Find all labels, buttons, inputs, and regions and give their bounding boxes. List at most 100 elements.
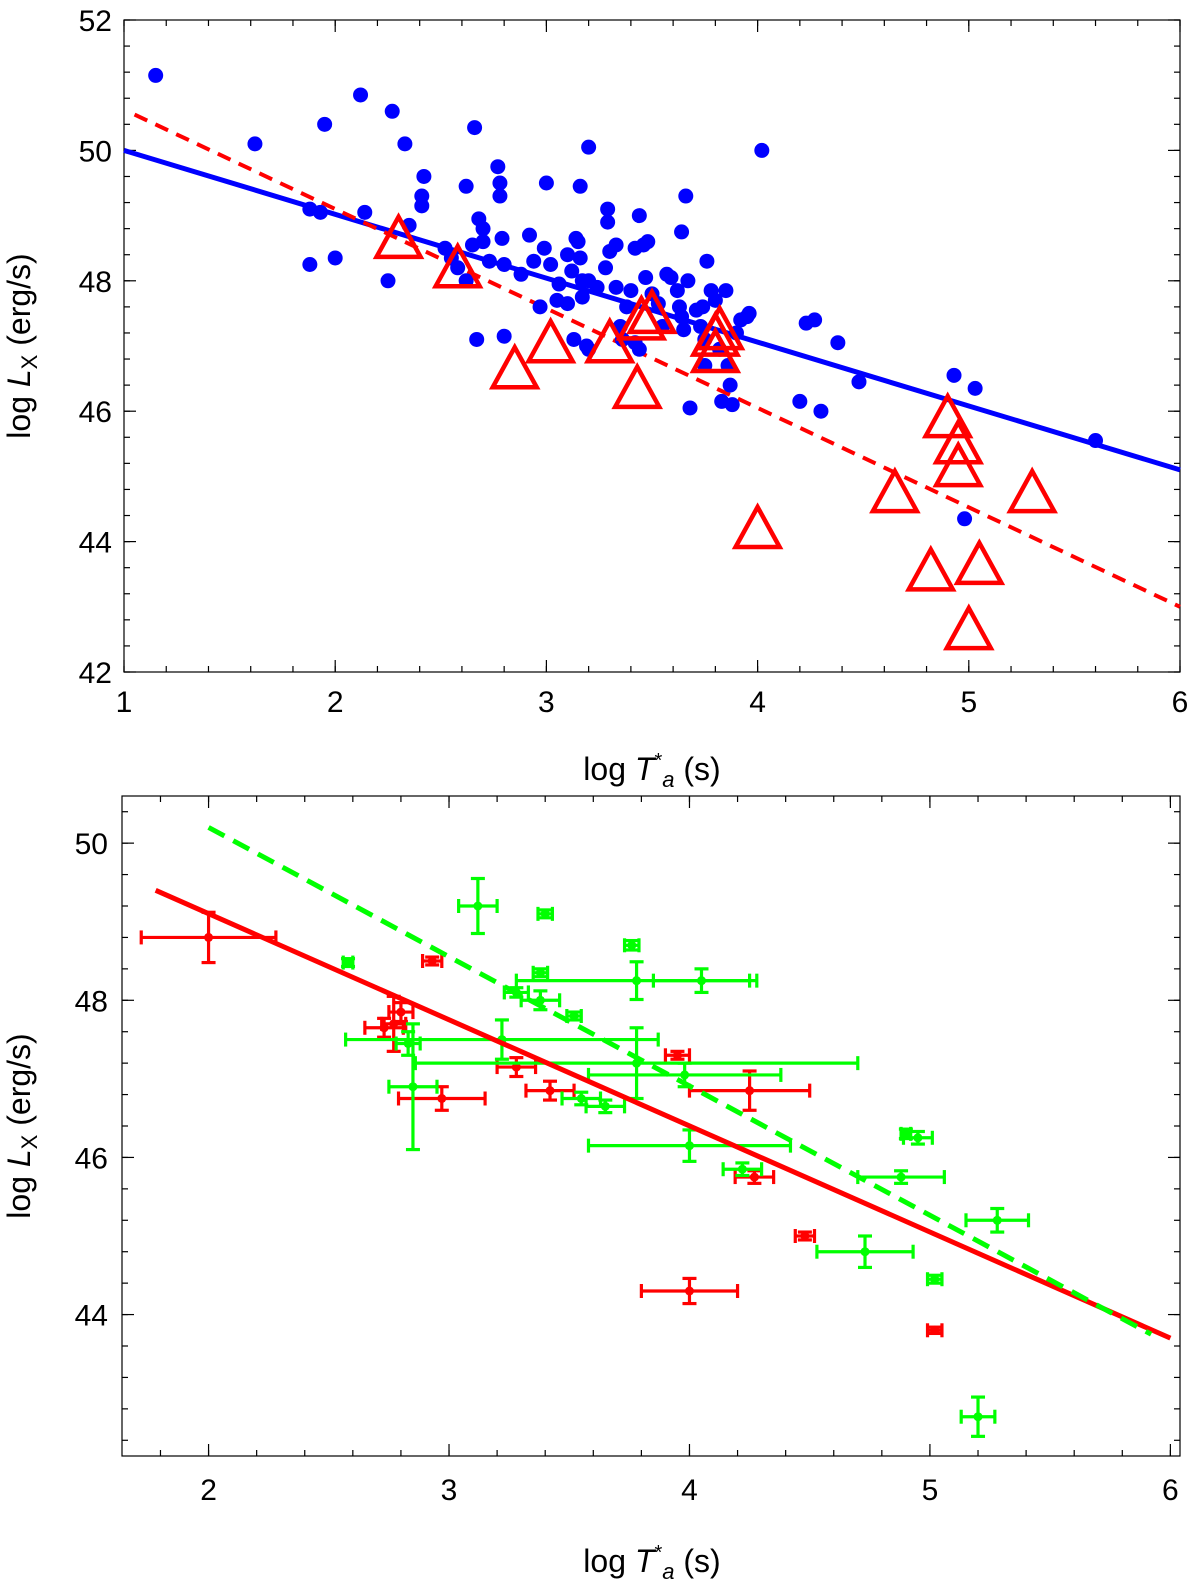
data-point	[638, 270, 654, 286]
data-point	[600, 214, 616, 230]
errorbar-point	[560, 1090, 603, 1107]
data-point	[754, 142, 770, 158]
data-point	[640, 234, 656, 250]
data-point	[684, 1141, 694, 1151]
bottom-x-tick-labels: 2 3 4 5 6	[200, 1474, 1179, 1507]
errorbar-point	[901, 1129, 934, 1146]
data-point	[663, 270, 679, 286]
errorbar-point	[964, 1206, 1031, 1234]
data-point-triangle	[731, 502, 784, 550]
data-point	[317, 116, 333, 132]
data-point-triangle	[431, 241, 484, 289]
data-point-triangle	[942, 603, 995, 651]
x-tick-label: 2	[327, 686, 344, 719]
bottom-ticks	[122, 796, 1180, 1456]
data-point	[678, 188, 694, 204]
bottom-x-axis-label: log T*a (s)	[583, 1542, 720, 1584]
data-point	[492, 175, 508, 191]
x-tick-label: 3	[441, 1474, 458, 1507]
data-point	[572, 178, 588, 194]
errorbar-point	[387, 1022, 439, 1152]
data-point-triangle	[488, 342, 541, 390]
data-point	[327, 250, 343, 266]
data-point	[619, 299, 635, 315]
data-point	[581, 139, 597, 155]
y-tick-label: 50	[79, 135, 112, 168]
errorbar-point	[341, 955, 356, 970]
data-point	[496, 257, 512, 272]
data-point-triangle	[921, 391, 974, 439]
data-point-triangle	[904, 544, 957, 592]
data-point	[946, 367, 962, 383]
data-point	[627, 940, 637, 950]
data-point-triangle	[953, 538, 1006, 586]
bottom-fit-lines	[154, 825, 1172, 1341]
errorbar-point	[651, 967, 752, 995]
x-tick-label: 2	[200, 1474, 217, 1507]
errorbar-point	[925, 1272, 944, 1287]
data-point-triangle	[615, 293, 668, 341]
data-point	[535, 968, 545, 978]
data-point	[551, 276, 567, 292]
data-point	[532, 299, 548, 315]
data-point	[737, 1164, 747, 1174]
errorbar-point	[663, 1048, 692, 1063]
data-point	[490, 159, 506, 175]
data-point	[674, 309, 690, 325]
errorbar-point	[687, 1069, 812, 1112]
data-point	[572, 250, 588, 266]
data-point	[608, 237, 624, 253]
top-y-axis-label: log LX (erg/s)	[1, 253, 42, 438]
x-tick-label: 5	[922, 1474, 939, 1507]
data-point	[718, 283, 734, 299]
errorbar-point	[856, 1169, 946, 1185]
data-point	[682, 400, 698, 416]
data-point	[302, 257, 318, 272]
data-point	[343, 958, 353, 968]
errorbar-point	[815, 1234, 915, 1270]
data-point	[384, 103, 400, 119]
x-tick-label: 1	[116, 686, 133, 719]
data-point	[749, 1172, 759, 1182]
data-point-triangle	[626, 287, 678, 335]
bottom-y-tick-labels: 44 46 48 50	[75, 828, 108, 1332]
errorbar-point	[721, 1161, 764, 1178]
data-point-triangle	[869, 466, 921, 514]
data-point	[473, 901, 483, 911]
data-point-triangle	[583, 316, 636, 364]
data-point	[543, 257, 559, 272]
data-point	[851, 374, 867, 390]
errorbar-point	[519, 989, 562, 1012]
data-point	[403, 1039, 413, 1048]
data-point	[598, 260, 614, 276]
data-point	[540, 909, 550, 919]
data-point	[930, 1325, 940, 1335]
data-point	[684, 1286, 694, 1296]
data-point-triangle	[611, 362, 664, 410]
data-point	[496, 328, 512, 344]
data-point	[380, 273, 396, 289]
data-point	[967, 380, 983, 396]
data-point	[707, 292, 723, 308]
data-point	[792, 393, 808, 409]
data-point-triangle	[1006, 466, 1058, 514]
data-point	[396, 1007, 406, 1017]
data-point	[450, 260, 466, 276]
y-tick-label: 42	[79, 657, 112, 690]
errorbar-point	[959, 1395, 997, 1438]
errorbar-point	[420, 954, 444, 968]
errorbar-point	[139, 910, 278, 965]
data-point	[632, 976, 642, 986]
errorbar-point	[639, 1276, 740, 1306]
data-point	[699, 253, 715, 269]
data-point	[800, 1231, 810, 1241]
data-point	[745, 1086, 755, 1096]
data-point	[973, 1412, 983, 1422]
data-point	[475, 221, 491, 237]
data-point	[631, 341, 647, 357]
data-point	[247, 136, 263, 152]
errorbar-point	[622, 938, 641, 953]
y-tick-label: 48	[79, 266, 112, 299]
data-point	[631, 208, 647, 224]
data-point	[741, 305, 757, 321]
